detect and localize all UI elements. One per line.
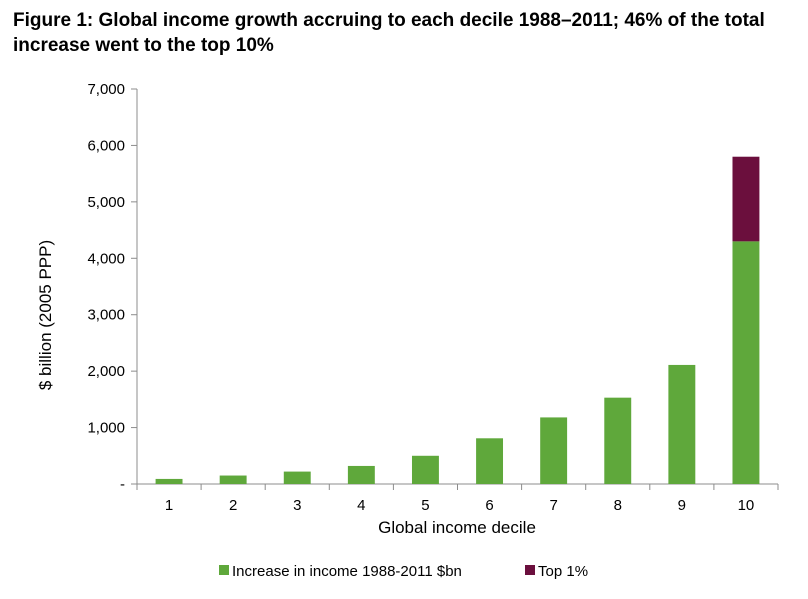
bar-increase-decile-3 <box>283 471 311 484</box>
y-tick-label: 4,000 <box>87 250 125 267</box>
x-tick-labels: 1 2 3 4 5 6 7 8 9 10 <box>165 497 754 514</box>
chart-title: Figure 1: Global income growth accruing … <box>13 10 765 56</box>
y-tick-label: 7,000 <box>87 81 125 98</box>
legend-swatch <box>525 565 535 575</box>
x-tick-label: 3 <box>293 497 301 514</box>
bar-increase-decile-10 <box>732 241 760 484</box>
y-tick-label: 3,000 <box>87 307 125 324</box>
legend: Increase in income 1988-2011 $bn Top 1% <box>219 563 588 580</box>
y-tick-label: 5,000 <box>87 194 125 211</box>
y-tick-label: 6,000 <box>87 137 125 154</box>
y-tick-label: 2,000 <box>87 363 125 380</box>
bars <box>155 156 760 484</box>
y-axis-label: $ billion (2005 PPP) <box>36 240 55 390</box>
x-tick-label: 8 <box>614 497 622 514</box>
y-tick-label: - <box>120 476 125 493</box>
x-tick-label: 5 <box>421 497 429 514</box>
x-tick-label: 4 <box>357 497 365 514</box>
legend-label: Top 1% <box>538 563 588 580</box>
y-tick-labels: - 1,000 2,000 3,000 4,000 5,000 6,000 7,000 <box>87 81 125 493</box>
bar-increase-decile-8 <box>604 397 632 484</box>
bar-increase-decile-7 <box>540 417 568 484</box>
x-tick-label: 10 <box>738 497 755 514</box>
legend-swatch <box>219 565 229 575</box>
bar-increase-decile-5 <box>411 455 439 484</box>
legend-label: Increase in income 1988-2011 $bn <box>232 563 462 580</box>
x-tick-label: 2 <box>229 497 237 514</box>
bar-top1-decile-10 <box>732 156 760 242</box>
x-tick-label: 6 <box>485 497 493 514</box>
x-axis-label: Global income decile <box>378 518 536 537</box>
y-tick-label: 1,000 <box>87 420 125 437</box>
bar-increase-decile-1 <box>155 478 183 484</box>
x-tick-label: 7 <box>549 497 557 514</box>
bar-increase-decile-6 <box>476 438 504 484</box>
bar-increase-decile-2 <box>219 475 247 484</box>
bar-increase-decile-4 <box>347 465 375 484</box>
x-tick-label: 1 <box>165 497 173 514</box>
bar-increase-decile-9 <box>668 364 696 484</box>
x-tick-label: 9 <box>678 497 686 514</box>
